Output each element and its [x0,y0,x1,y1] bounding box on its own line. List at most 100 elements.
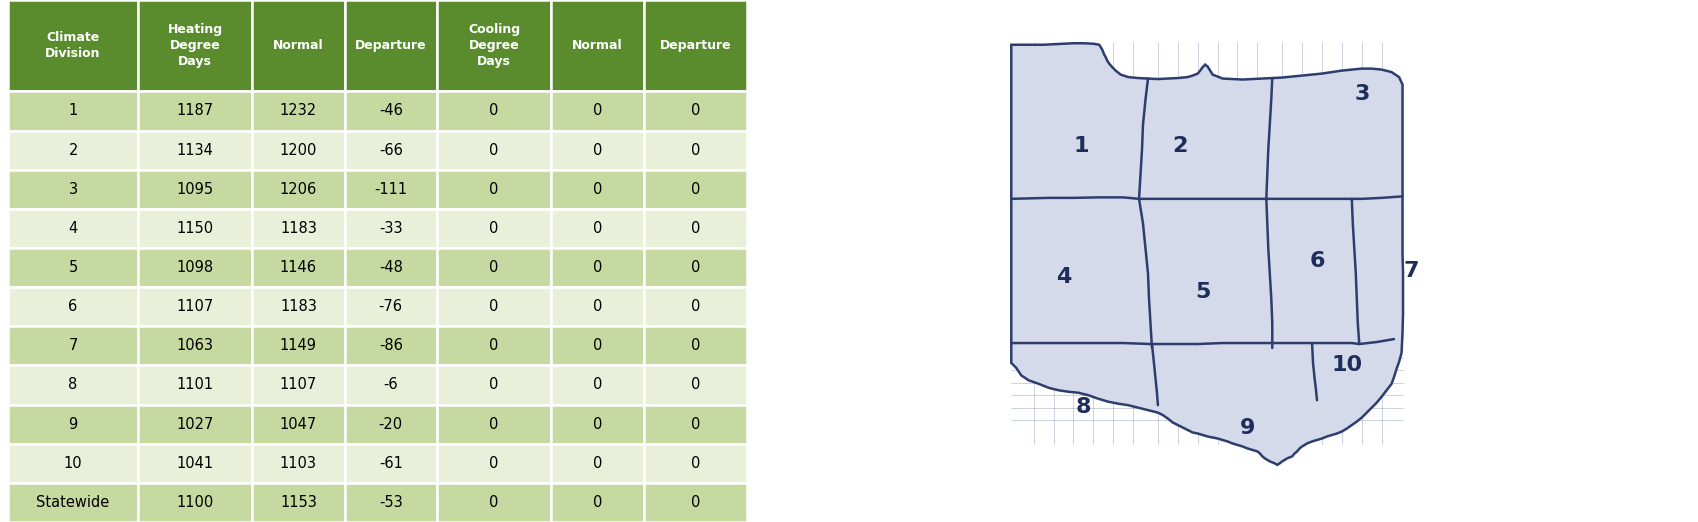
Text: 0: 0 [489,495,499,510]
Text: 0: 0 [593,338,603,353]
Bar [8,365,138,405]
Text: 0: 0 [489,182,499,197]
Text: 4: 4 [68,221,78,236]
Text: -20: -20 [379,417,402,432]
Bar [8,248,138,287]
Text: 1027: 1027 [177,417,214,432]
Bar [253,287,345,326]
Text: Cooling
Degree
Days: Cooling Degree Days [469,23,520,68]
Bar [345,170,436,209]
Text: 9: 9 [68,417,78,432]
Bar [8,483,138,522]
Text: 0: 0 [593,299,603,314]
Bar [253,483,345,522]
Bar [436,130,552,170]
Bar [552,287,644,326]
Bar [345,91,436,130]
Text: 2: 2 [1173,136,1189,156]
Text: 1232: 1232 [280,103,318,118]
Text: 0: 0 [489,103,499,118]
Bar [552,170,644,209]
Bar [436,0,552,91]
Text: Departure: Departure [659,39,732,52]
Bar [552,209,644,248]
Bar [552,365,644,405]
Text: 2: 2 [68,143,78,158]
Text: 7: 7 [1404,262,1420,281]
Bar [345,209,436,248]
Bar [436,365,552,405]
Text: 8: 8 [68,377,78,393]
Text: 7: 7 [68,338,78,353]
Text: 0: 0 [593,260,603,275]
Bar [138,365,253,405]
Bar [644,130,747,170]
Text: 1146: 1146 [280,260,318,275]
Bar [345,287,436,326]
Bar [138,287,253,326]
Text: 1187: 1187 [177,103,214,118]
Bar [436,444,552,483]
Text: 1047: 1047 [280,417,318,432]
Text: 5: 5 [1195,282,1211,302]
Text: 1101: 1101 [177,377,214,393]
Text: -61: -61 [379,456,402,471]
Text: 0: 0 [489,260,499,275]
Text: 1200: 1200 [280,143,318,158]
Text: 3: 3 [1353,84,1370,104]
Text: 3: 3 [68,182,78,197]
Bar [345,405,436,444]
Text: 0: 0 [489,299,499,314]
Text: 1: 1 [68,103,78,118]
Text: 1153: 1153 [280,495,318,510]
Text: 8: 8 [1075,397,1092,417]
Text: 1107: 1107 [177,299,214,314]
Text: 1150: 1150 [177,221,214,236]
Bar [644,0,747,91]
Text: 1098: 1098 [177,260,214,275]
Bar [345,0,436,91]
Bar [8,91,138,130]
Text: 1103: 1103 [280,456,318,471]
Bar [8,209,138,248]
Bar [644,444,747,483]
Text: 1149: 1149 [280,338,318,353]
Bar [138,209,253,248]
Bar [8,444,138,483]
Bar [436,91,552,130]
Text: 0: 0 [593,143,603,158]
Text: 0: 0 [691,221,700,236]
Text: Normal: Normal [273,39,324,52]
Text: -66: -66 [379,143,402,158]
Bar [8,287,138,326]
Text: 0: 0 [691,338,700,353]
Bar [552,326,644,365]
Bar [345,444,436,483]
Text: 0: 0 [691,417,700,432]
Text: 1: 1 [1073,136,1088,156]
Bar [8,130,138,170]
Text: 5: 5 [68,260,78,275]
Bar [253,444,345,483]
Bar [644,326,747,365]
Text: Departure: Departure [355,39,426,52]
Text: 1095: 1095 [177,182,214,197]
Text: 1041: 1041 [177,456,214,471]
Text: Heating
Degree
Days: Heating Degree Days [168,23,222,68]
Text: 1063: 1063 [177,338,214,353]
Polygon shape [1012,43,1403,465]
Text: 0: 0 [593,456,603,471]
Bar [644,248,747,287]
Text: 1100: 1100 [177,495,214,510]
Text: 0: 0 [489,377,499,393]
Bar [138,444,253,483]
Text: 9: 9 [1240,418,1255,438]
Bar [552,130,644,170]
Bar [138,130,253,170]
Bar [138,326,253,365]
Bar [644,91,747,130]
Text: 6: 6 [68,299,78,314]
Bar [552,444,644,483]
Text: 0: 0 [691,260,700,275]
Text: 0: 0 [691,456,700,471]
